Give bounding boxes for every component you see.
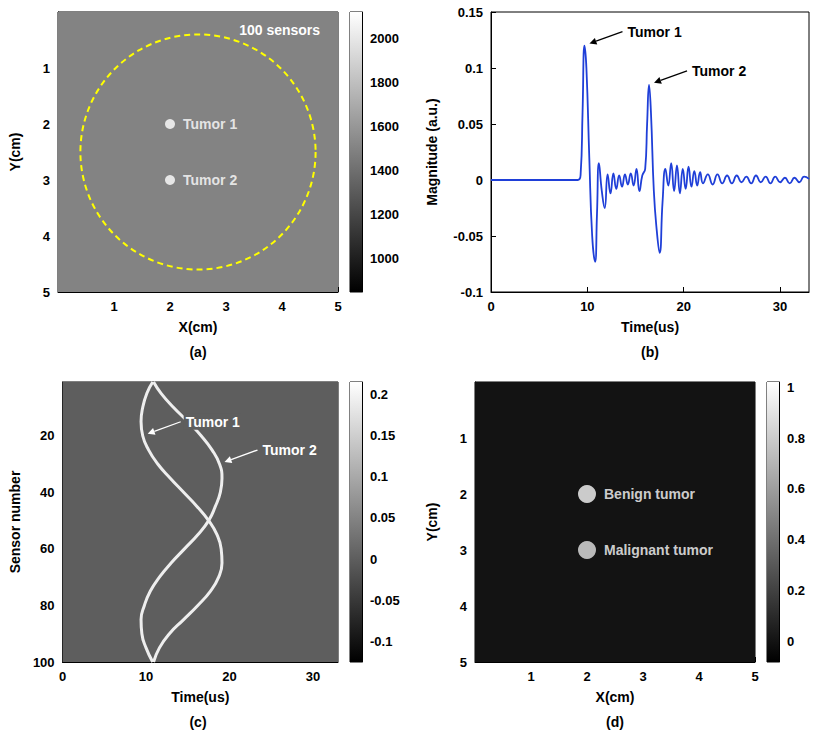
svg-text:3: 3 [639,669,646,684]
svg-text:(a): (a) [189,344,206,360]
svg-text:0.8: 0.8 [787,431,805,446]
svg-text:2: 2 [583,669,590,684]
svg-text:2: 2 [460,487,467,502]
svg-text:100 sensors: 100 sensors [239,22,320,38]
svg-text:30: 30 [773,299,787,314]
svg-text:1200: 1200 [370,207,399,222]
svg-text:X(cm): X(cm) [596,689,635,705]
svg-text:1600: 1600 [370,119,399,134]
svg-text:30: 30 [306,669,320,684]
svg-text:0: 0 [370,552,377,567]
svg-text:Time(us): Time(us) [171,689,229,705]
svg-text:0: 0 [787,634,794,649]
svg-text:5: 5 [460,655,467,670]
svg-text:Tumor 1: Tumor 1 [186,414,240,430]
svg-text:0.1: 0.1 [465,61,483,76]
svg-text:-0.1: -0.1 [370,634,392,649]
svg-text:(b): (b) [641,344,659,360]
svg-text:0.2: 0.2 [787,583,805,598]
svg-text:10: 10 [580,299,594,314]
svg-text:100: 100 [33,655,55,670]
svg-text:Benign tumor: Benign tumor [604,486,696,502]
svg-text:10: 10 [139,669,153,684]
svg-text:Y(cm): Y(cm) [7,133,23,172]
svg-text:0.05: 0.05 [458,117,483,132]
svg-text:4: 4 [278,299,286,314]
svg-text:3: 3 [43,173,50,188]
svg-text:20: 20 [40,428,54,443]
svg-text:Tumor 1: Tumor 1 [183,116,237,132]
svg-text:Malignant tumor: Malignant tumor [604,542,713,558]
svg-text:0.05: 0.05 [370,510,395,525]
svg-text:Magnitude (a.u.): Magnitude (a.u.) [424,98,440,205]
svg-text:5: 5 [334,299,341,314]
svg-text:5: 5 [43,285,50,300]
svg-text:Tumor 2: Tumor 2 [183,172,237,188]
svg-text:2: 2 [43,117,50,132]
svg-text:0.15: 0.15 [458,5,483,20]
svg-text:0.15: 0.15 [370,428,395,443]
svg-text:4: 4 [695,669,703,684]
svg-text:-0.05: -0.05 [453,229,483,244]
svg-text:0: 0 [487,299,494,314]
svg-text:80: 80 [40,598,54,613]
svg-text:0.1: 0.1 [370,469,388,484]
svg-text:Y(cm): Y(cm) [424,503,440,542]
svg-text:5: 5 [751,669,758,684]
svg-text:0: 0 [59,669,66,684]
svg-text:1000: 1000 [370,251,399,266]
svg-text:2000: 2000 [370,31,399,46]
svg-text:1: 1 [43,61,50,76]
svg-text:0.2: 0.2 [370,387,388,402]
svg-text:1: 1 [527,669,534,684]
svg-text:3: 3 [460,543,467,558]
svg-text:2: 2 [166,299,173,314]
svg-text:0.6: 0.6 [787,481,805,496]
svg-text:1: 1 [460,431,467,446]
svg-text:Sensor number: Sensor number [7,470,23,573]
svg-text:20: 20 [222,669,236,684]
svg-text:-0.1: -0.1 [461,285,483,300]
svg-text:0: 0 [476,173,483,188]
svg-text:4: 4 [43,229,51,244]
svg-text:Tumor 2: Tumor 2 [692,63,746,79]
svg-text:4: 4 [460,599,468,614]
svg-text:60: 60 [40,541,54,556]
svg-text:Tumor 1: Tumor 1 [627,24,681,40]
svg-text:1: 1 [787,380,794,395]
svg-text:1: 1 [110,299,117,314]
svg-text:1800: 1800 [370,75,399,90]
svg-text:20: 20 [676,299,690,314]
svg-text:3: 3 [222,299,229,314]
svg-text:1400: 1400 [370,163,399,178]
svg-text:X(cm): X(cm) [179,319,218,335]
svg-text:(d): (d) [606,714,624,730]
svg-text:Tumor 2: Tumor 2 [262,442,316,458]
svg-text:-0.05: -0.05 [370,593,400,608]
svg-text:Time(us): Time(us) [621,319,679,335]
svg-text:(c): (c) [189,714,206,730]
svg-text:40: 40 [40,485,54,500]
svg-text:0.4: 0.4 [787,532,806,547]
